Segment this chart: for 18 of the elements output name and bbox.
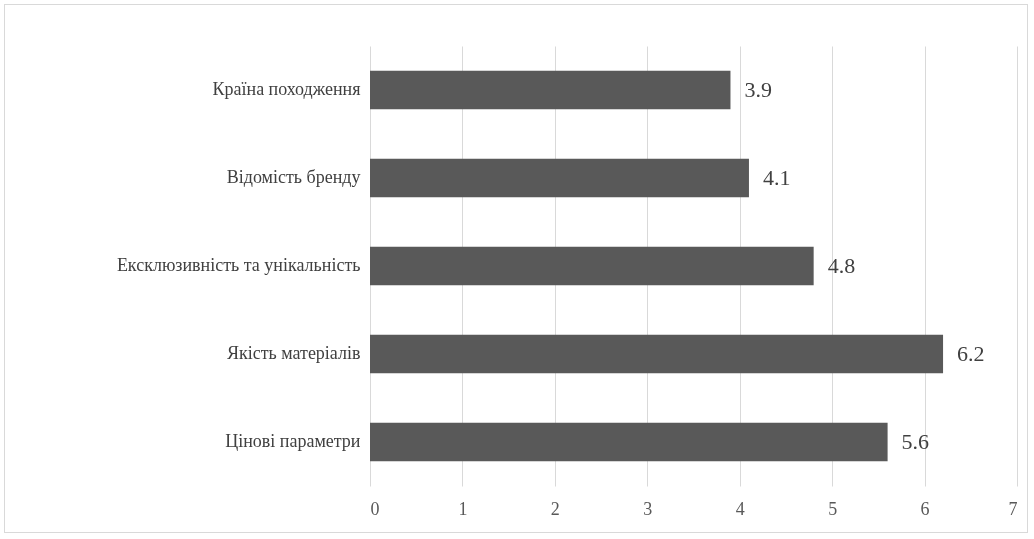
x-tick-label: 5 — [828, 498, 838, 519]
data-label: 5.6 — [901, 429, 930, 454]
x-tick-label: 1 — [458, 498, 468, 519]
y-tick-label: Відомість бренду — [226, 167, 361, 187]
y-tick-label: Ексклюзивність та унікальність — [116, 255, 361, 275]
y-tick-label: Цінові параметри — [225, 431, 361, 451]
data-label: 4.8 — [827, 253, 856, 278]
x-tick-label: 4 — [735, 498, 745, 519]
y-tick-label: Якість матеріалів — [226, 343, 361, 363]
data-label: 3.9 — [744, 77, 772, 102]
data-label: 6.2 — [957, 341, 985, 366]
data-label: 4.1 — [762, 165, 791, 190]
x-tick-label: 3 — [643, 498, 653, 519]
x-tick-label: 7 — [1008, 498, 1018, 519]
x-tick-label: 0 — [370, 498, 380, 519]
x-tick-label: 6 — [920, 498, 930, 519]
x-tick-label: 2 — [550, 498, 560, 519]
y-tick-label: Країна походження — [212, 79, 361, 99]
